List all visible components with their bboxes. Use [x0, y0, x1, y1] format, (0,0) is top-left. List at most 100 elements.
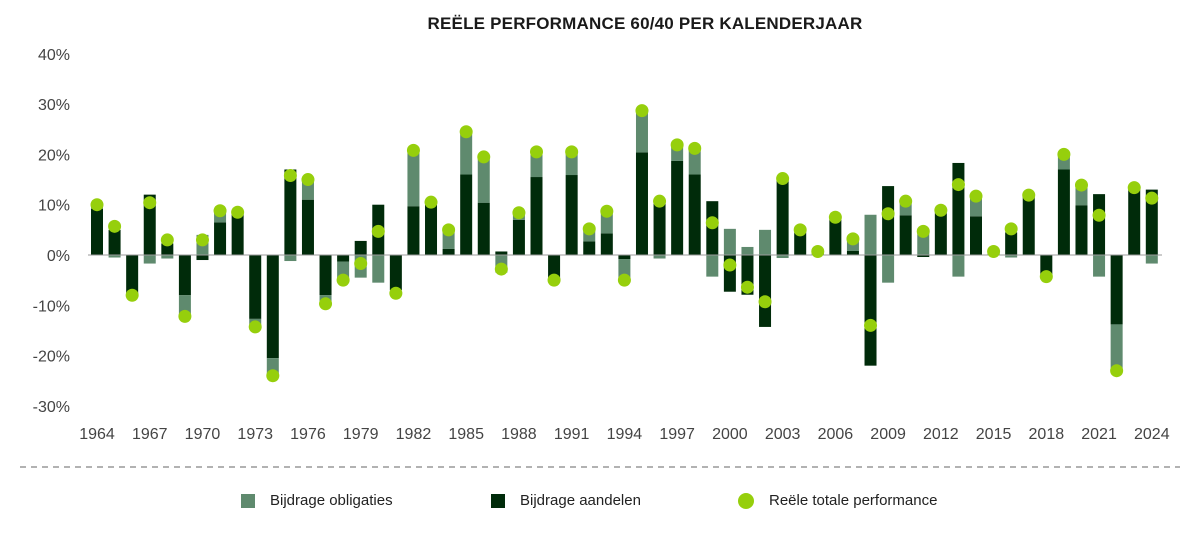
bar-equities [759, 255, 772, 327]
bar-bonds [565, 151, 578, 176]
bar-equities [319, 255, 332, 296]
point-total [90, 198, 104, 212]
point-total [108, 219, 122, 233]
bar-equities [460, 174, 473, 255]
point-total [916, 224, 930, 238]
bar-equities [442, 248, 455, 255]
x-tick-label: 2009 [870, 426, 906, 443]
bar-bonds [530, 151, 543, 178]
point-total [987, 244, 1001, 258]
bar-equities [1110, 255, 1123, 325]
point-total [231, 205, 245, 219]
x-tick-label: 1994 [607, 426, 643, 443]
y-tick-label: 30% [38, 97, 70, 114]
bar-equities [389, 255, 402, 291]
x-tick-label: 2021 [1081, 426, 1117, 443]
point-total [617, 273, 631, 287]
bar-equities [565, 175, 578, 255]
bar-equities [952, 162, 965, 255]
point-total [740, 280, 754, 294]
point-total [846, 232, 860, 246]
bar-equities [970, 216, 982, 255]
legend-item-total: Reële totale performance [738, 492, 937, 509]
bar-bonds [882, 255, 895, 283]
bar-bonds [143, 255, 156, 264]
point-total [670, 138, 684, 152]
x-tick-label: 1970 [185, 426, 221, 443]
legend-swatch-equities [491, 493, 505, 508]
legend-item-bonds: Bijdrage obligaties [241, 492, 393, 509]
x-tick-label: 2006 [818, 426, 854, 443]
point-total [934, 203, 948, 217]
x-tick-label: 2012 [923, 426, 959, 443]
legend-swatch-bonds [241, 493, 255, 508]
point-total [160, 233, 174, 247]
x-tick-label: 2018 [1029, 426, 1065, 443]
bar-equities [1057, 169, 1070, 255]
point-total [969, 189, 983, 203]
point-total [442, 223, 456, 237]
bar-bonds [741, 246, 754, 255]
point-total [828, 210, 842, 224]
point-total [283, 169, 297, 183]
point-total [336, 273, 350, 287]
point-total [1110, 364, 1124, 378]
y-tick-label: 20% [38, 147, 70, 164]
point-total [1127, 181, 1141, 195]
bar-equities [776, 178, 789, 255]
point-total [512, 206, 526, 220]
bar-bonds [460, 131, 473, 175]
bar-equities [1145, 189, 1158, 255]
point-total [899, 194, 913, 208]
bar-equities [794, 232, 807, 255]
point-total [195, 233, 209, 247]
bar-equities [196, 255, 209, 261]
legend-item-equities: Bijdrage aandelen [491, 492, 641, 509]
point-total [582, 222, 596, 236]
point-total [125, 288, 139, 302]
bar-bonds [952, 255, 965, 277]
point-total [301, 173, 315, 187]
bar-equities [653, 202, 666, 255]
x-tick-label: 1973 [237, 426, 273, 443]
point-total [758, 295, 772, 309]
bar-equities [214, 222, 227, 255]
point-total [477, 150, 491, 164]
point-total [1057, 147, 1071, 161]
point-total [723, 258, 737, 272]
bar-bonds [653, 255, 666, 259]
bar-equities [178, 255, 191, 296]
point-total [1022, 188, 1036, 202]
bar-bonds [1005, 255, 1018, 258]
point-total [266, 369, 280, 383]
bar-equities [425, 204, 438, 255]
point-total [1074, 178, 1088, 192]
x-tick-label: 1982 [396, 426, 432, 443]
bar-equities [600, 233, 613, 255]
bar-bonds [161, 255, 174, 259]
legend-label-equities: Bijdrage aandelen [520, 492, 641, 509]
bar-bonds [917, 231, 930, 255]
y-tick-label: 10% [38, 198, 70, 215]
bar-equities [266, 255, 279, 359]
bar-bonds [1110, 324, 1123, 372]
bar-equities [512, 219, 525, 255]
bar-equities [337, 255, 350, 262]
bar-bonds [284, 255, 297, 262]
bar-equities [477, 202, 490, 255]
y-tick-label: 0% [47, 248, 70, 265]
bar-equities [635, 152, 648, 255]
bar-bonds [776, 255, 789, 259]
bar-bonds [723, 228, 736, 255]
bar-equities [301, 199, 314, 255]
bar-equities [671, 160, 684, 255]
bar-equities [829, 219, 842, 255]
bar-equities [249, 255, 262, 319]
point-total [178, 309, 192, 323]
x-tick-label: 1976 [290, 426, 326, 443]
bar-equities [548, 255, 561, 281]
bar-equities [1093, 194, 1106, 255]
x-tick-label: 1967 [132, 426, 168, 443]
point-total [424, 195, 438, 209]
